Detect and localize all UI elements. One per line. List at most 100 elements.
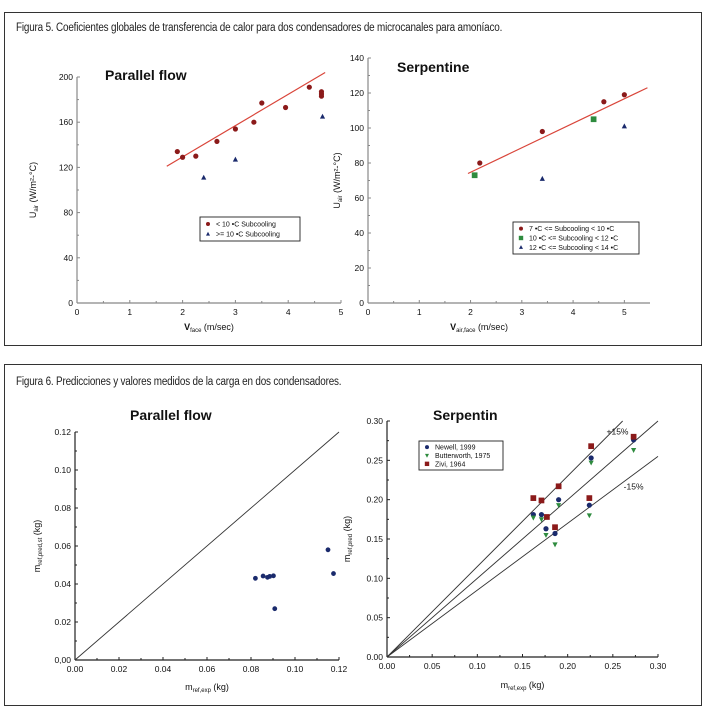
series-0: [174, 84, 325, 160]
y-tick-label: 0.02: [54, 617, 71, 627]
identity-line: [74, 431, 340, 661]
data-point: [253, 575, 258, 581]
data-point: [556, 497, 562, 503]
y-tick-label: 80: [64, 208, 74, 218]
data-point: [588, 455, 594, 461]
x-tick-label: 1: [127, 307, 132, 317]
figure-6-caption: Figura 6. Predicciones y valores medidos…: [16, 376, 342, 388]
x-axis-title-unit: (m/sec): [475, 322, 508, 332]
y-tick-label: 0.20: [366, 495, 383, 505]
x-tick-label: 0.25: [605, 661, 622, 671]
data-point: [539, 175, 545, 181]
x-tick-label: 0.15: [514, 661, 531, 671]
y-axis-title-subscript: ref,pred: [348, 534, 354, 555]
data-point: [477, 160, 483, 166]
y-tick-label: 0.12: [54, 427, 71, 437]
minus-15-line: [386, 456, 659, 658]
data-point: [590, 116, 597, 123]
data-point: [174, 148, 180, 155]
series-2: [530, 433, 637, 531]
chart-title: Parallel flow: [105, 67, 187, 83]
y-axis-title-subscript: ref,pred,st: [38, 537, 44, 564]
data-point: [319, 113, 326, 119]
x-tick-label: 0: [366, 307, 371, 317]
data-point: [318, 93, 325, 99]
y-axis-title: Uair (W/m²-°C): [28, 162, 40, 218]
x-axis-title-unit: (kg): [526, 680, 544, 690]
x-tick-label: 4: [286, 307, 291, 317]
legend-marker: [206, 231, 210, 236]
data-point: [586, 495, 593, 501]
y-tick-label: 120: [59, 162, 73, 172]
data-point: [267, 574, 273, 579]
legend-marker: [519, 226, 523, 231]
x-axis-title-unit: (kg): [211, 682, 229, 692]
legend-marker: [518, 235, 524, 241]
legend: < 10 •C Subcooling >= 10 •C Subcooling: [199, 216, 301, 242]
data-point: [201, 174, 207, 180]
x-tick-label: 5: [622, 307, 627, 317]
x-axis-title-subscript: ref,exp: [508, 686, 527, 692]
legend: 7 •C <= Subcooling < 10 •C 10 •C <= Subco…: [512, 221, 640, 255]
y-tick-label: 40: [64, 253, 74, 263]
chart-fig5-parallel: 0 1 2 3 4 5 0 40 80 120 160 200 Parallel flow Vface (…: [28, 67, 344, 334]
x-tick-label: 0.00: [67, 664, 84, 674]
y-axis-title-main: m: [342, 555, 352, 563]
legend-marker: [424, 461, 430, 467]
data-point: [543, 526, 549, 532]
legend-box: [418, 440, 504, 471]
x-tick-label: 0: [75, 307, 80, 317]
x-tick-label: 0.04: [155, 664, 172, 674]
data-point: [471, 172, 478, 179]
y-axis-title-unit: (kg): [342, 516, 352, 534]
data-point: [539, 128, 545, 135]
legend-box: [199, 216, 301, 242]
data-point: [538, 497, 545, 504]
y-tick-label: 140: [350, 53, 364, 63]
x-tick-label: 2: [180, 307, 185, 317]
y-axis-title-subscript: air: [338, 195, 344, 202]
x-axis-title: Vface (m/sec): [184, 322, 234, 334]
data-point: [259, 100, 265, 106]
y-tick-label: 160: [59, 117, 73, 127]
identity-line: [386, 420, 659, 658]
x-tick-label: 0.10: [287, 664, 304, 674]
y-tick-label: 20: [355, 263, 365, 273]
y-tick-label: 100: [350, 123, 364, 133]
data-point: [214, 138, 220, 145]
figure-5-caption: Figura 5. Coeficientes globales de trans…: [16, 22, 503, 34]
x-axis-title-unit: (m/sec): [201, 322, 234, 332]
data-point: [621, 123, 627, 129]
data-point: [552, 530, 558, 537]
y-axis-title-unit: (kg): [32, 520, 42, 538]
chart-fig6-serpentin: 0.00 0.05 0.10 0.15 0.20 0.25 0.30 0.00 0.05 0.10…: [342, 407, 667, 692]
plus-15-line: [386, 420, 623, 658]
fit-line: [467, 87, 648, 175]
y-tick-label: 0.00: [366, 652, 383, 662]
y-tick-label: 0.04: [54, 579, 71, 589]
y-tick-label: 40: [355, 228, 365, 238]
x-axis-title-subscript: air,face: [456, 328, 476, 334]
x-tick-label: 0.12: [331, 664, 348, 674]
legend-label: Zivi, 1964: [435, 461, 465, 468]
legend-label: < 10 •C Subcooling: [216, 222, 276, 229]
y-tick-label: 0.10: [54, 465, 71, 475]
chart-title: Serpentine: [397, 59, 470, 75]
series-1: [530, 448, 637, 548]
data-point: [325, 547, 331, 553]
y-axis-title-main: U: [332, 202, 342, 209]
y-tick-label: 200: [59, 72, 73, 82]
figure-5-panel: Figura 5. Coeficientes globales de trans…: [4, 12, 702, 346]
x-axis-title-main: V: [450, 322, 456, 332]
data-point: [271, 573, 276, 579]
x-tick-label: 0.30: [650, 661, 667, 671]
x-tick-label: 0.00: [379, 661, 396, 671]
data-point: [630, 433, 637, 440]
y-axis-title-subscript: air: [34, 205, 40, 212]
x-axis-title-main: m: [501, 680, 509, 690]
chart-fig6-parallel: 0.00 0.02 0.04 0.06 0.08 0.10 0.12 0,00 0.02 0.04…: [32, 407, 348, 694]
data-point: [555, 483, 562, 490]
y-axis-title-main: m: [32, 565, 42, 573]
